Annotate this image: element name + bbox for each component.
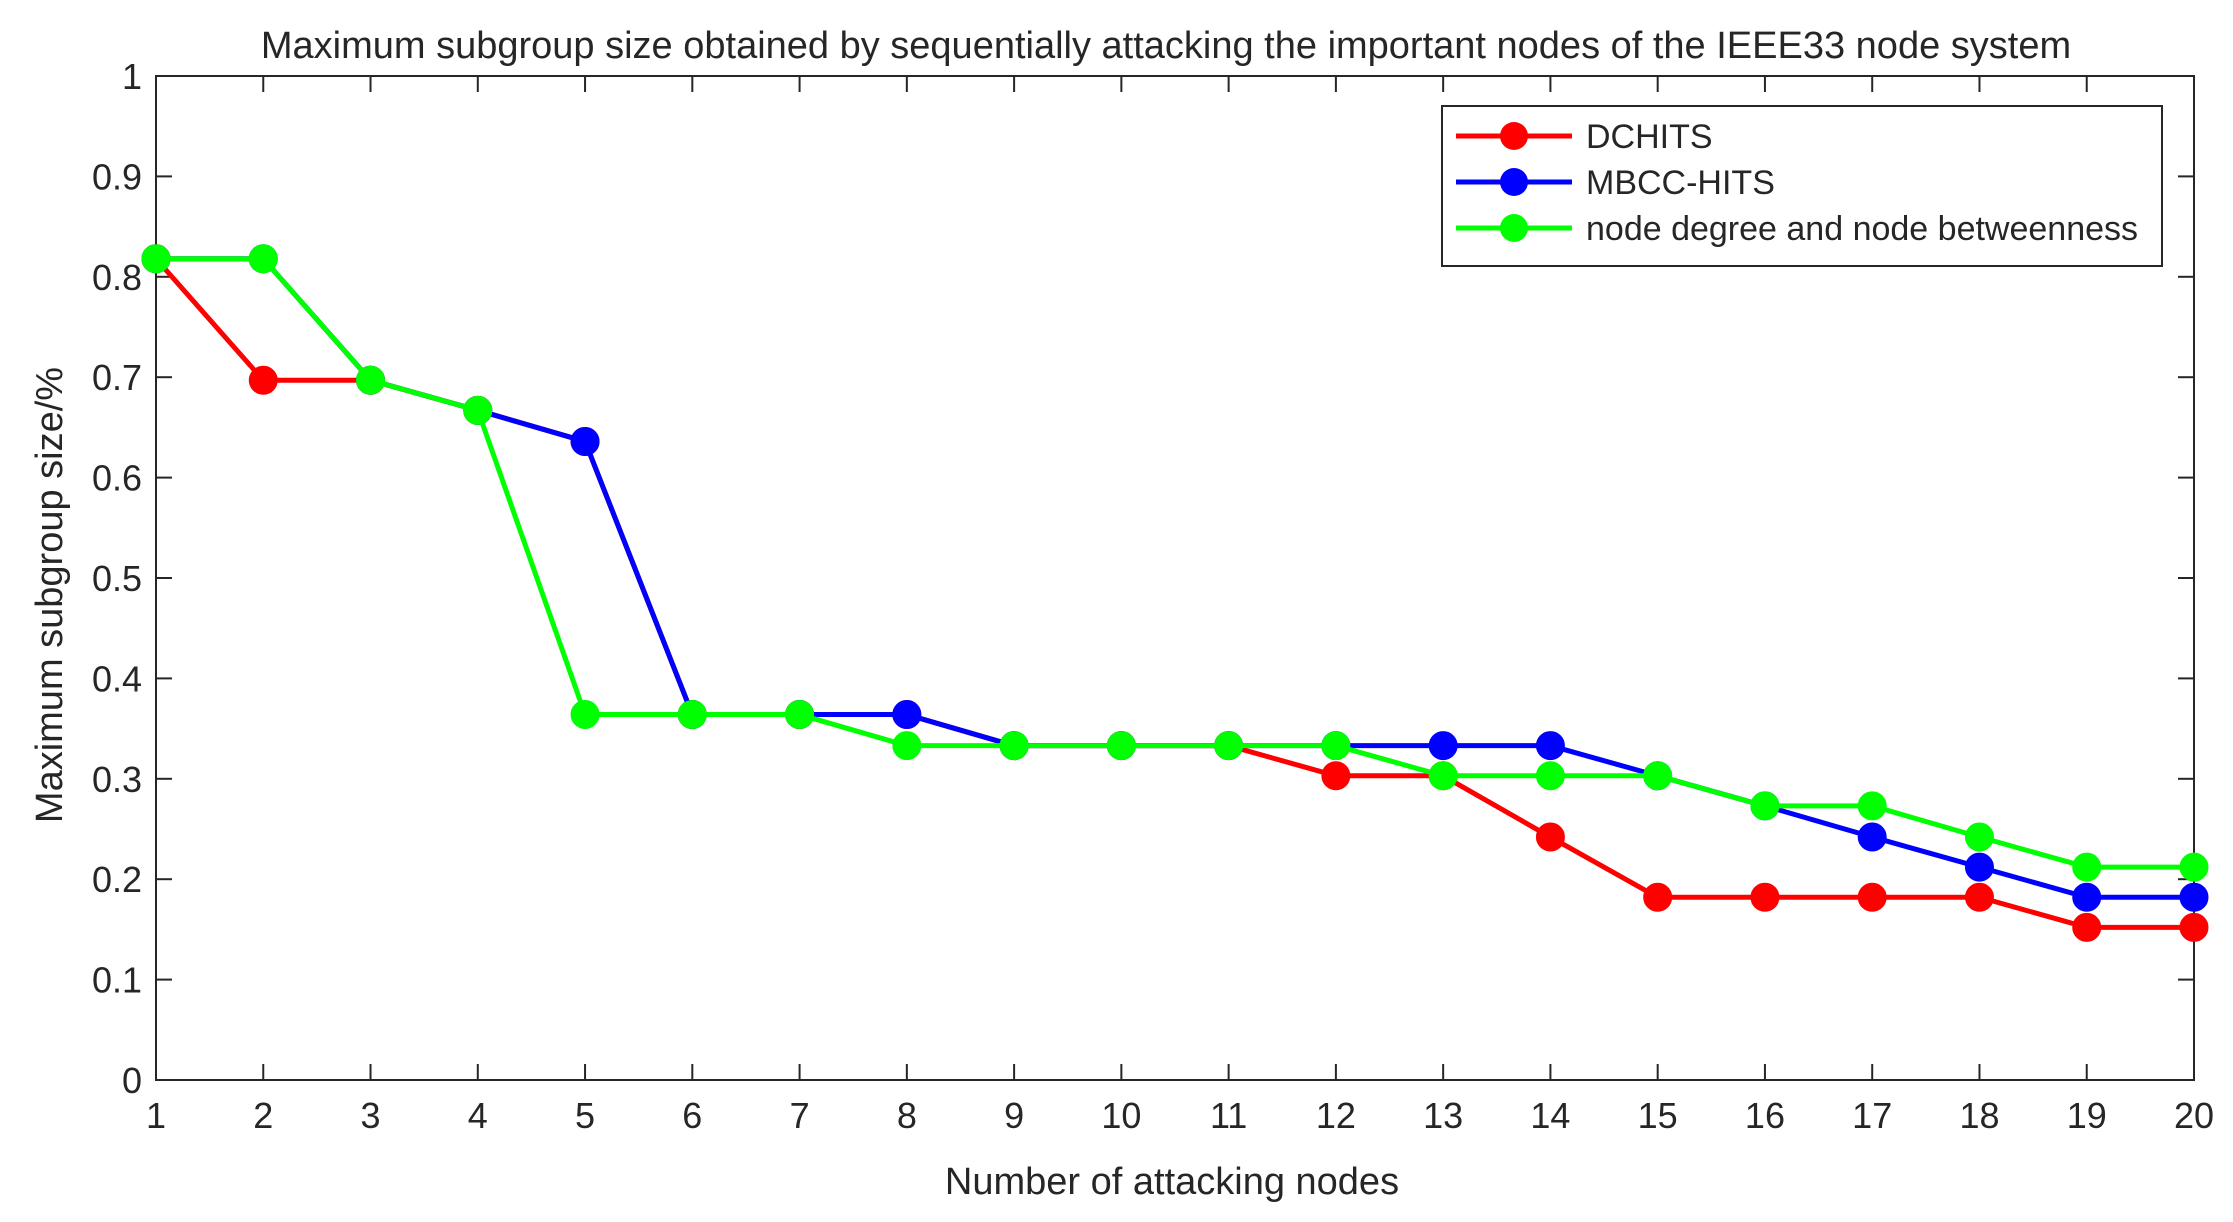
- series-3-point: [463, 395, 493, 425]
- series-2-point: [2179, 882, 2209, 912]
- x-tick-label: 11: [1210, 1095, 1247, 1136]
- x-tick-label: 12: [1316, 1095, 1356, 1136]
- series-3-point: [892, 731, 922, 761]
- x-tick-label: 15: [1638, 1095, 1678, 1136]
- series-1-point: [2072, 912, 2102, 942]
- x-tick-label: 16: [1745, 1095, 1785, 1136]
- y-tick-label: 0.8: [92, 257, 142, 298]
- series-3-point: [1321, 731, 1351, 761]
- series-1-point: [1857, 882, 1887, 912]
- y-tick-label: 0.1: [92, 960, 142, 1001]
- series-3-point: [1964, 822, 1994, 852]
- series-3-point: [248, 244, 278, 274]
- y-tick-label: 0.6: [92, 458, 142, 499]
- series-3-point: [141, 244, 171, 274]
- series-2-point: [1428, 731, 1458, 761]
- x-tick-label: 20: [2174, 1095, 2214, 1136]
- series-1-point: [1750, 882, 1780, 912]
- series-3-point: [1535, 761, 1565, 791]
- x-tick-label: 5: [575, 1095, 595, 1136]
- x-tick-label: 2: [253, 1095, 273, 1136]
- x-tick-label: 10: [1101, 1095, 1141, 1136]
- series-1-point: [2179, 912, 2209, 942]
- series-3-point: [1106, 731, 1136, 761]
- x-tick-label: 3: [361, 1095, 381, 1136]
- series-2-point: [2072, 882, 2102, 912]
- series-line-3: [156, 256, 2194, 870]
- y-tick-label: 0.9: [92, 156, 142, 197]
- series-2-point: [1535, 731, 1565, 761]
- legend-entry-label: DCHITS: [1586, 118, 1713, 156]
- series-3-point: [1857, 791, 1887, 821]
- series-1-point: [1535, 822, 1565, 852]
- x-tick-label: 13: [1423, 1095, 1463, 1136]
- y-tick-label: 0.4: [92, 658, 142, 699]
- series-2-point: [1857, 822, 1887, 852]
- legend-entry-label: node degree and node betweenness: [1586, 210, 2138, 248]
- x-axis-label: Number of attacking nodes: [945, 1161, 1399, 1203]
- series-3-point: [1750, 791, 1780, 821]
- y-tick-label: 0.2: [92, 859, 142, 900]
- y-tick-label: 0.5: [92, 558, 142, 599]
- legend-swatch-marker: [1500, 122, 1528, 150]
- legend-swatch-marker: [1500, 168, 1528, 196]
- plot-layer: 1 2 3 4 5 6 7 8 9 10 11 12 13 14 15 16 17 18 19 2000.10.20.…: [92, 56, 2214, 1136]
- series-2-point: [892, 700, 922, 730]
- series-1-point: [1643, 882, 1673, 912]
- x-tick-label: 9: [1004, 1095, 1024, 1136]
- series-3-point: [1643, 761, 1673, 791]
- legend-box: [1441, 105, 2163, 267]
- legend-swatch-marker: [1500, 214, 1528, 242]
- x-tick-label: 6: [682, 1095, 702, 1136]
- y-axis-label: Maximum subgroup size/%: [29, 367, 71, 823]
- series-3-point: [677, 700, 707, 730]
- series-3-point: [1428, 761, 1458, 791]
- series-3-point: [785, 700, 815, 730]
- x-tick-label: 18: [1959, 1095, 1999, 1136]
- x-tick-label: 14: [1530, 1095, 1570, 1136]
- x-tick-label: 8: [897, 1095, 917, 1136]
- x-tick-label: 17: [1852, 1095, 1892, 1136]
- series-3-point: [356, 365, 386, 395]
- series-3-point: [1214, 731, 1244, 761]
- legend-entry-label: MBCC-HITS: [1586, 164, 1775, 202]
- chart-title: Maximum subgroup size obtained by sequen…: [261, 25, 2071, 67]
- series-3-point: [2072, 852, 2102, 882]
- y-tick-label: 0.7: [92, 357, 142, 398]
- series-3-point: [999, 731, 1029, 761]
- x-tick-label: 19: [2067, 1095, 2107, 1136]
- series-1-point: [1321, 761, 1351, 791]
- x-tick-label: 4: [468, 1095, 488, 1136]
- x-tick-label: 7: [790, 1095, 810, 1136]
- y-tick-label: 1: [122, 56, 142, 97]
- series-1-point: [1964, 882, 1994, 912]
- series-2-point: [570, 426, 600, 456]
- y-tick-label: 0.3: [92, 759, 142, 800]
- series-1-point: [248, 365, 278, 395]
- y-tick-label: 0: [122, 1060, 142, 1101]
- series-2-point: [1964, 852, 1994, 882]
- x-tick-label: 1: [146, 1095, 166, 1136]
- series-3-point: [2179, 852, 2209, 882]
- series-3-point: [570, 700, 600, 730]
